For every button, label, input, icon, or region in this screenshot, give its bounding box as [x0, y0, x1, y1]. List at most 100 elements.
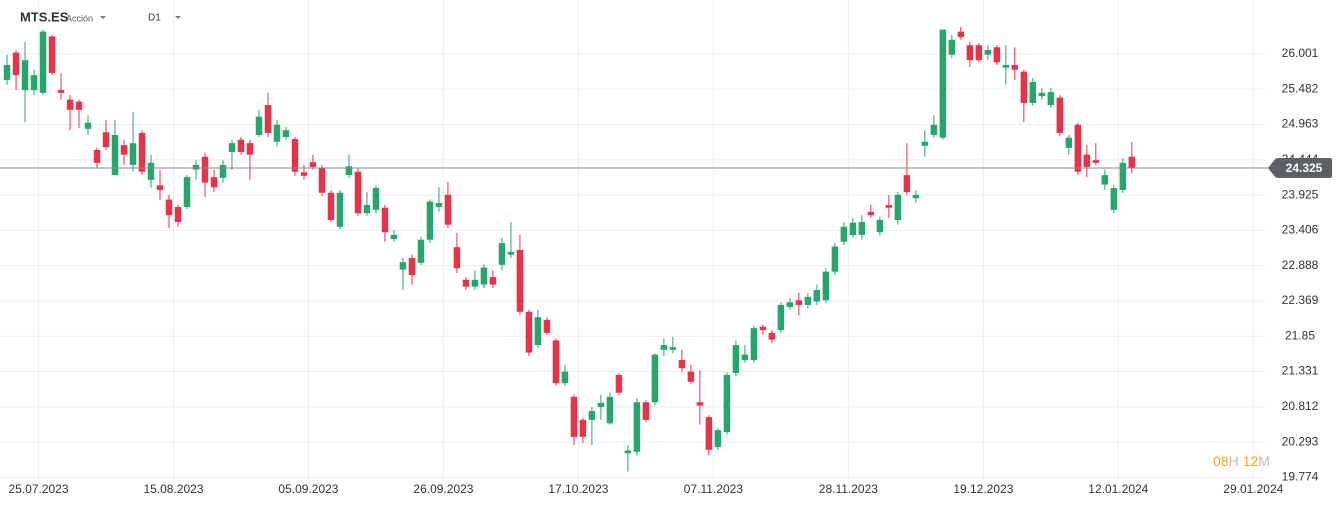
- candle-body: [840, 226, 848, 242]
- candle-body: [876, 219, 884, 233]
- candle-body: [426, 201, 434, 240]
- candle-body: [507, 251, 515, 255]
- candle-body: [939, 29, 947, 138]
- countdown-hours: 08: [1213, 453, 1229, 469]
- candle-body: [696, 402, 704, 406]
- candle-body: [120, 145, 128, 155]
- candle-body: [903, 175, 911, 193]
- timeframe[interactable]: D1: [148, 13, 161, 24]
- countdown-minutes: 12: [1243, 453, 1259, 469]
- x-tick-label: 26.09.2023: [413, 482, 473, 496]
- candle-body: [147, 162, 155, 180]
- candle-body: [588, 411, 596, 420]
- y-tick-label: 22.888: [1282, 258, 1319, 272]
- last-price-pointer: [1268, 157, 1276, 178]
- candle-body: [1083, 154, 1091, 167]
- candle-body: [741, 354, 749, 361]
- candle-body: [219, 164, 227, 178]
- candle-body: [669, 347, 677, 350]
- countdown-hours-unit: H: [1229, 453, 1239, 469]
- candle-body: [390, 234, 398, 240]
- candle-body: [687, 371, 695, 382]
- candle-body: [237, 139, 245, 152]
- candle-body: [435, 202, 443, 208]
- candle-body: [543, 319, 551, 333]
- candle-body: [597, 402, 605, 407]
- candle-body: [12, 52, 20, 76]
- candle-body: [948, 39, 956, 55]
- candle-body: [417, 239, 425, 263]
- candle-body: [660, 345, 668, 350]
- candle-body: [930, 124, 938, 135]
- candle-body: [66, 99, 74, 110]
- candle-body: [273, 124, 281, 142]
- candle-body: [849, 222, 857, 235]
- candle-body: [228, 143, 236, 152]
- candle-body: [174, 207, 182, 223]
- y-tick-label: 22.369: [1282, 293, 1319, 307]
- candle-body: [336, 192, 344, 227]
- x-tick-label: 28.11.2023: [819, 482, 878, 496]
- candle-body: [300, 172, 308, 176]
- x-tick-label: 29.01.2024: [1223, 482, 1283, 496]
- candle-body: [867, 211, 875, 216]
- candle-body: [399, 262, 407, 270]
- candle-body: [1074, 124, 1082, 172]
- candle-body: [678, 360, 686, 369]
- candle-body: [831, 246, 839, 272]
- candle-body: [165, 199, 173, 216]
- candle-body: [579, 419, 587, 437]
- y-tick-label: 20.293: [1282, 434, 1319, 448]
- candle-body: [57, 90, 65, 93]
- candle-body: [345, 166, 353, 176]
- candle-body: [1038, 92, 1046, 97]
- x-tick-label: 07.11.2023: [684, 482, 743, 496]
- candle-body: [777, 304, 785, 331]
- x-tick-label: 25.07.2023: [8, 482, 68, 496]
- candle-body: [210, 177, 218, 188]
- candle-body: [1056, 97, 1064, 133]
- candle-body: [408, 258, 416, 276]
- candle-body: [858, 222, 866, 235]
- candle-body: [246, 143, 254, 155]
- instrument-type: Acción: [66, 13, 93, 23]
- candle-body: [561, 371, 569, 384]
- candle-body: [1065, 137, 1073, 148]
- y-tick-label: 26.001: [1282, 46, 1319, 60]
- candle-body: [282, 130, 290, 138]
- timeframe-dropdown[interactable]: [175, 16, 181, 19]
- candle-body: [255, 116, 263, 135]
- y-tick-label: 24.963: [1282, 117, 1319, 131]
- candle-body: [318, 167, 326, 193]
- candle-body: [453, 247, 461, 269]
- y-tick-label: 21.331: [1282, 364, 1319, 378]
- candle-body: [1011, 64, 1019, 70]
- candle-body: [912, 194, 920, 199]
- candle-body: [552, 340, 560, 384]
- candle-body: [498, 243, 506, 265]
- x-tick-label: 19.12.2023: [953, 482, 1013, 496]
- candle-body: [1020, 71, 1028, 104]
- candle-body: [48, 36, 56, 74]
- candle-body: [1002, 64, 1010, 68]
- candle-body: [201, 156, 209, 183]
- candle-body: [1119, 162, 1127, 191]
- candle-body: [372, 188, 380, 210]
- y-tick-label: 19.774: [1282, 470, 1319, 484]
- candle-body: [606, 396, 614, 424]
- candle-body: [813, 290, 821, 302]
- plot-area: 25.07.2023 15.08.2023 05.09.2023 26.09.2023…: [0, 0, 1332, 496]
- candle-body: [75, 101, 83, 110]
- candle-body: [3, 64, 11, 80]
- candle-body: [984, 49, 992, 55]
- candle-body: [327, 192, 335, 220]
- symbol[interactable]: MTS.ES: [20, 9, 69, 24]
- candle-body: [525, 311, 533, 353]
- candle-body: [615, 375, 623, 393]
- symbol-dropdown[interactable]: [100, 16, 106, 19]
- y-tick-label: 21.85: [1285, 328, 1315, 342]
- candle-body: [354, 171, 362, 214]
- y-tick-label: 23.925: [1282, 187, 1319, 201]
- candle-body: [750, 328, 758, 361]
